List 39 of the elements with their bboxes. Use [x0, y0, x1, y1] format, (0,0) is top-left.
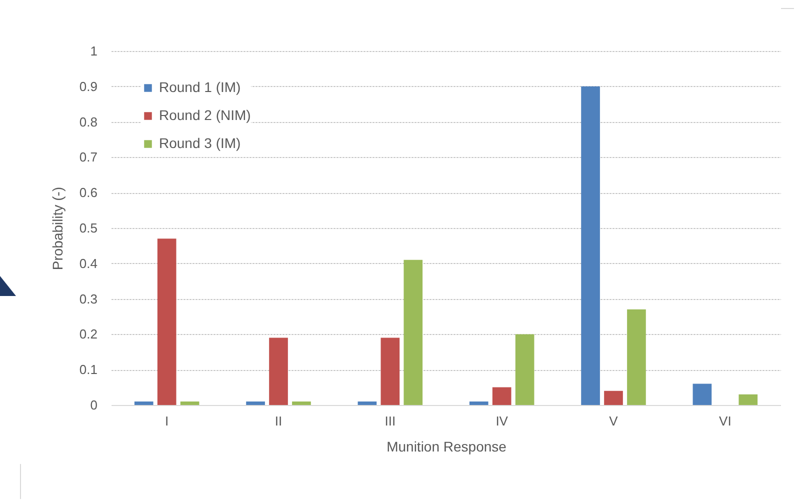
- y-axis-title: Probability (-): [49, 186, 66, 270]
- bar: [581, 86, 600, 405]
- x-tick-label: V: [609, 414, 618, 428]
- legend-label: Round 2 (NIM): [159, 107, 251, 123]
- bar: [380, 338, 400, 405]
- x-tick-label: I: [165, 414, 169, 428]
- bar: [469, 401, 488, 405]
- bar: [180, 401, 200, 405]
- legend-label: Round 1 (IM): [159, 79, 241, 95]
- bar: [692, 384, 712, 405]
- y-tick-label: 0.7: [79, 150, 98, 165]
- x-tick-label: II: [274, 414, 282, 428]
- bar: [269, 338, 288, 405]
- x-tick-label: VI: [719, 414, 732, 428]
- x-axis-title: Munition Response: [386, 438, 507, 454]
- y-tick-label: 0.5: [79, 220, 98, 236]
- bar: [404, 260, 423, 405]
- x-tick-label: III: [384, 414, 396, 428]
- bar: [604, 390, 623, 405]
- y-tick-label: 0.6: [79, 185, 98, 200]
- y-tick-label: 0.9: [79, 78, 98, 94]
- bar: [627, 309, 646, 405]
- y-tick-label: 0.1: [79, 362, 98, 378]
- legend-label: Round 3 (IM): [159, 135, 241, 151]
- y-tick-label: 0.8: [79, 114, 98, 130]
- y-tick-label: 0.4: [79, 256, 98, 271]
- bar: [738, 394, 758, 405]
- x-tick-label: IV: [496, 414, 508, 428]
- bar: [358, 401, 377, 405]
- bar: [157, 238, 176, 405]
- y-tick-label: 0.2: [79, 326, 98, 342]
- bar: [515, 334, 534, 405]
- bar: [492, 387, 512, 405]
- bar: [134, 401, 154, 405]
- y-tick-label: 1: [90, 44, 98, 58]
- bar: [246, 401, 265, 405]
- y-tick-label: 0.3: [79, 291, 98, 306]
- y-tick-label: 0: [90, 398, 98, 412]
- bar: [292, 401, 311, 405]
